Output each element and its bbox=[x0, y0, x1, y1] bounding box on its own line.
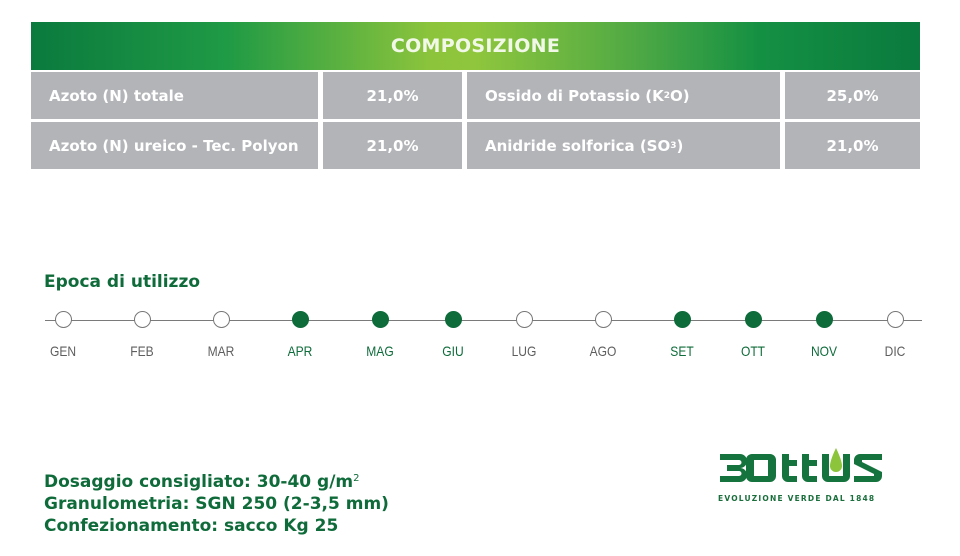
month-dot-icon bbox=[54, 311, 72, 328]
nutrient-value: 21,0% bbox=[323, 72, 462, 119]
nutrient-value: 21,0% bbox=[323, 122, 462, 169]
month-giu: GIU bbox=[423, 311, 483, 359]
month-ago: AGO bbox=[573, 311, 633, 359]
month-label: MAR bbox=[207, 343, 235, 359]
month-dot-icon bbox=[212, 311, 230, 328]
month-label: APR bbox=[287, 343, 313, 359]
month-label: MAG bbox=[366, 343, 394, 359]
month-dot-icon bbox=[594, 311, 612, 328]
packaging-line: Confezionamento: sacco Kg 25 bbox=[44, 516, 339, 536]
nutrient-label-text-end: ) bbox=[676, 136, 684, 155]
month-dot-icon bbox=[291, 311, 309, 328]
composition-row: Azoto (N) ureico - Tec. Polyon 21,0% Ani… bbox=[31, 122, 920, 169]
month-dot-icon bbox=[673, 311, 691, 328]
bottos-logo: EVOLUZIONE VERDE DAL 1848 bbox=[718, 446, 884, 503]
month-apr: APR bbox=[270, 311, 330, 359]
month-dot-icon bbox=[515, 311, 533, 328]
nutrient-label: Azoto (N) totale bbox=[31, 72, 318, 119]
nutrient-label: Anidride solforica (SO 3) bbox=[467, 122, 780, 169]
month-dot-icon bbox=[371, 311, 389, 328]
month-mar: MAR bbox=[191, 311, 251, 359]
month-lug: LUG bbox=[494, 311, 554, 359]
usage-period-title: Epoca di utilizzo bbox=[44, 272, 201, 292]
nutrient-value: 21,0% bbox=[785, 122, 920, 169]
month-label: AGO bbox=[589, 343, 617, 359]
month-mag: MAG bbox=[350, 311, 410, 359]
month-dot-icon bbox=[133, 311, 151, 328]
composition-title: COMPOSIZIONE bbox=[390, 35, 561, 57]
month-feb: FEB bbox=[112, 311, 172, 359]
nutrient-label: Azoto (N) ureico - Tec. Polyon bbox=[31, 122, 318, 169]
timeline-line bbox=[45, 320, 922, 321]
nutrient-label: Ossido di Potassio (K 2 O) bbox=[467, 72, 780, 119]
logo-tagline: EVOLUZIONE VERDE DAL 1848 bbox=[718, 494, 876, 503]
dosage-line: Dosaggio consigliato: 30-40 g/m2 bbox=[44, 471, 389, 493]
bottos-wordmark-icon bbox=[720, 448, 882, 482]
nutrient-label-text: Ossido di Potassio (K bbox=[485, 86, 664, 105]
composition-header: COMPOSIZIONE bbox=[31, 22, 920, 70]
nutrient-label-text: Anidride solforica (SO bbox=[485, 136, 671, 155]
nutrient-label-text-end: O) bbox=[669, 86, 690, 105]
month-label: SET bbox=[670, 343, 694, 359]
month-dot-icon bbox=[744, 311, 762, 328]
month-dot-icon bbox=[444, 311, 462, 328]
month-nov: NOV bbox=[794, 311, 854, 359]
month-dot-icon bbox=[886, 311, 904, 328]
composition-row: Azoto (N) totale 21,0% Ossido di Potassi… bbox=[31, 72, 920, 119]
month-gen: GEN bbox=[33, 311, 93, 359]
month-label: FEB bbox=[130, 343, 154, 359]
month-label: GIU bbox=[442, 343, 464, 359]
month-dic: DIC bbox=[865, 311, 925, 359]
month-label: LUG bbox=[511, 343, 537, 359]
nutrient-value: 25,0% bbox=[785, 72, 920, 119]
month-label: NOV bbox=[810, 343, 838, 359]
superscript: 2 bbox=[353, 473, 360, 484]
month-label: OTT bbox=[740, 343, 766, 359]
month-dot-icon bbox=[815, 311, 833, 328]
granulometry-line: Granulometria: SGN 250 (2-3,5 mm) bbox=[44, 494, 389, 514]
product-info: Dosaggio consigliato: 30-40 g/m2 Granulo… bbox=[44, 471, 389, 537]
month-ott: OTT bbox=[723, 311, 783, 359]
dosage-text: Dosaggio consigliato: 30-40 g/m bbox=[44, 472, 354, 492]
month-set: SET bbox=[652, 311, 712, 359]
month-label: GEN bbox=[49, 343, 77, 359]
month-label: DIC bbox=[884, 343, 906, 359]
